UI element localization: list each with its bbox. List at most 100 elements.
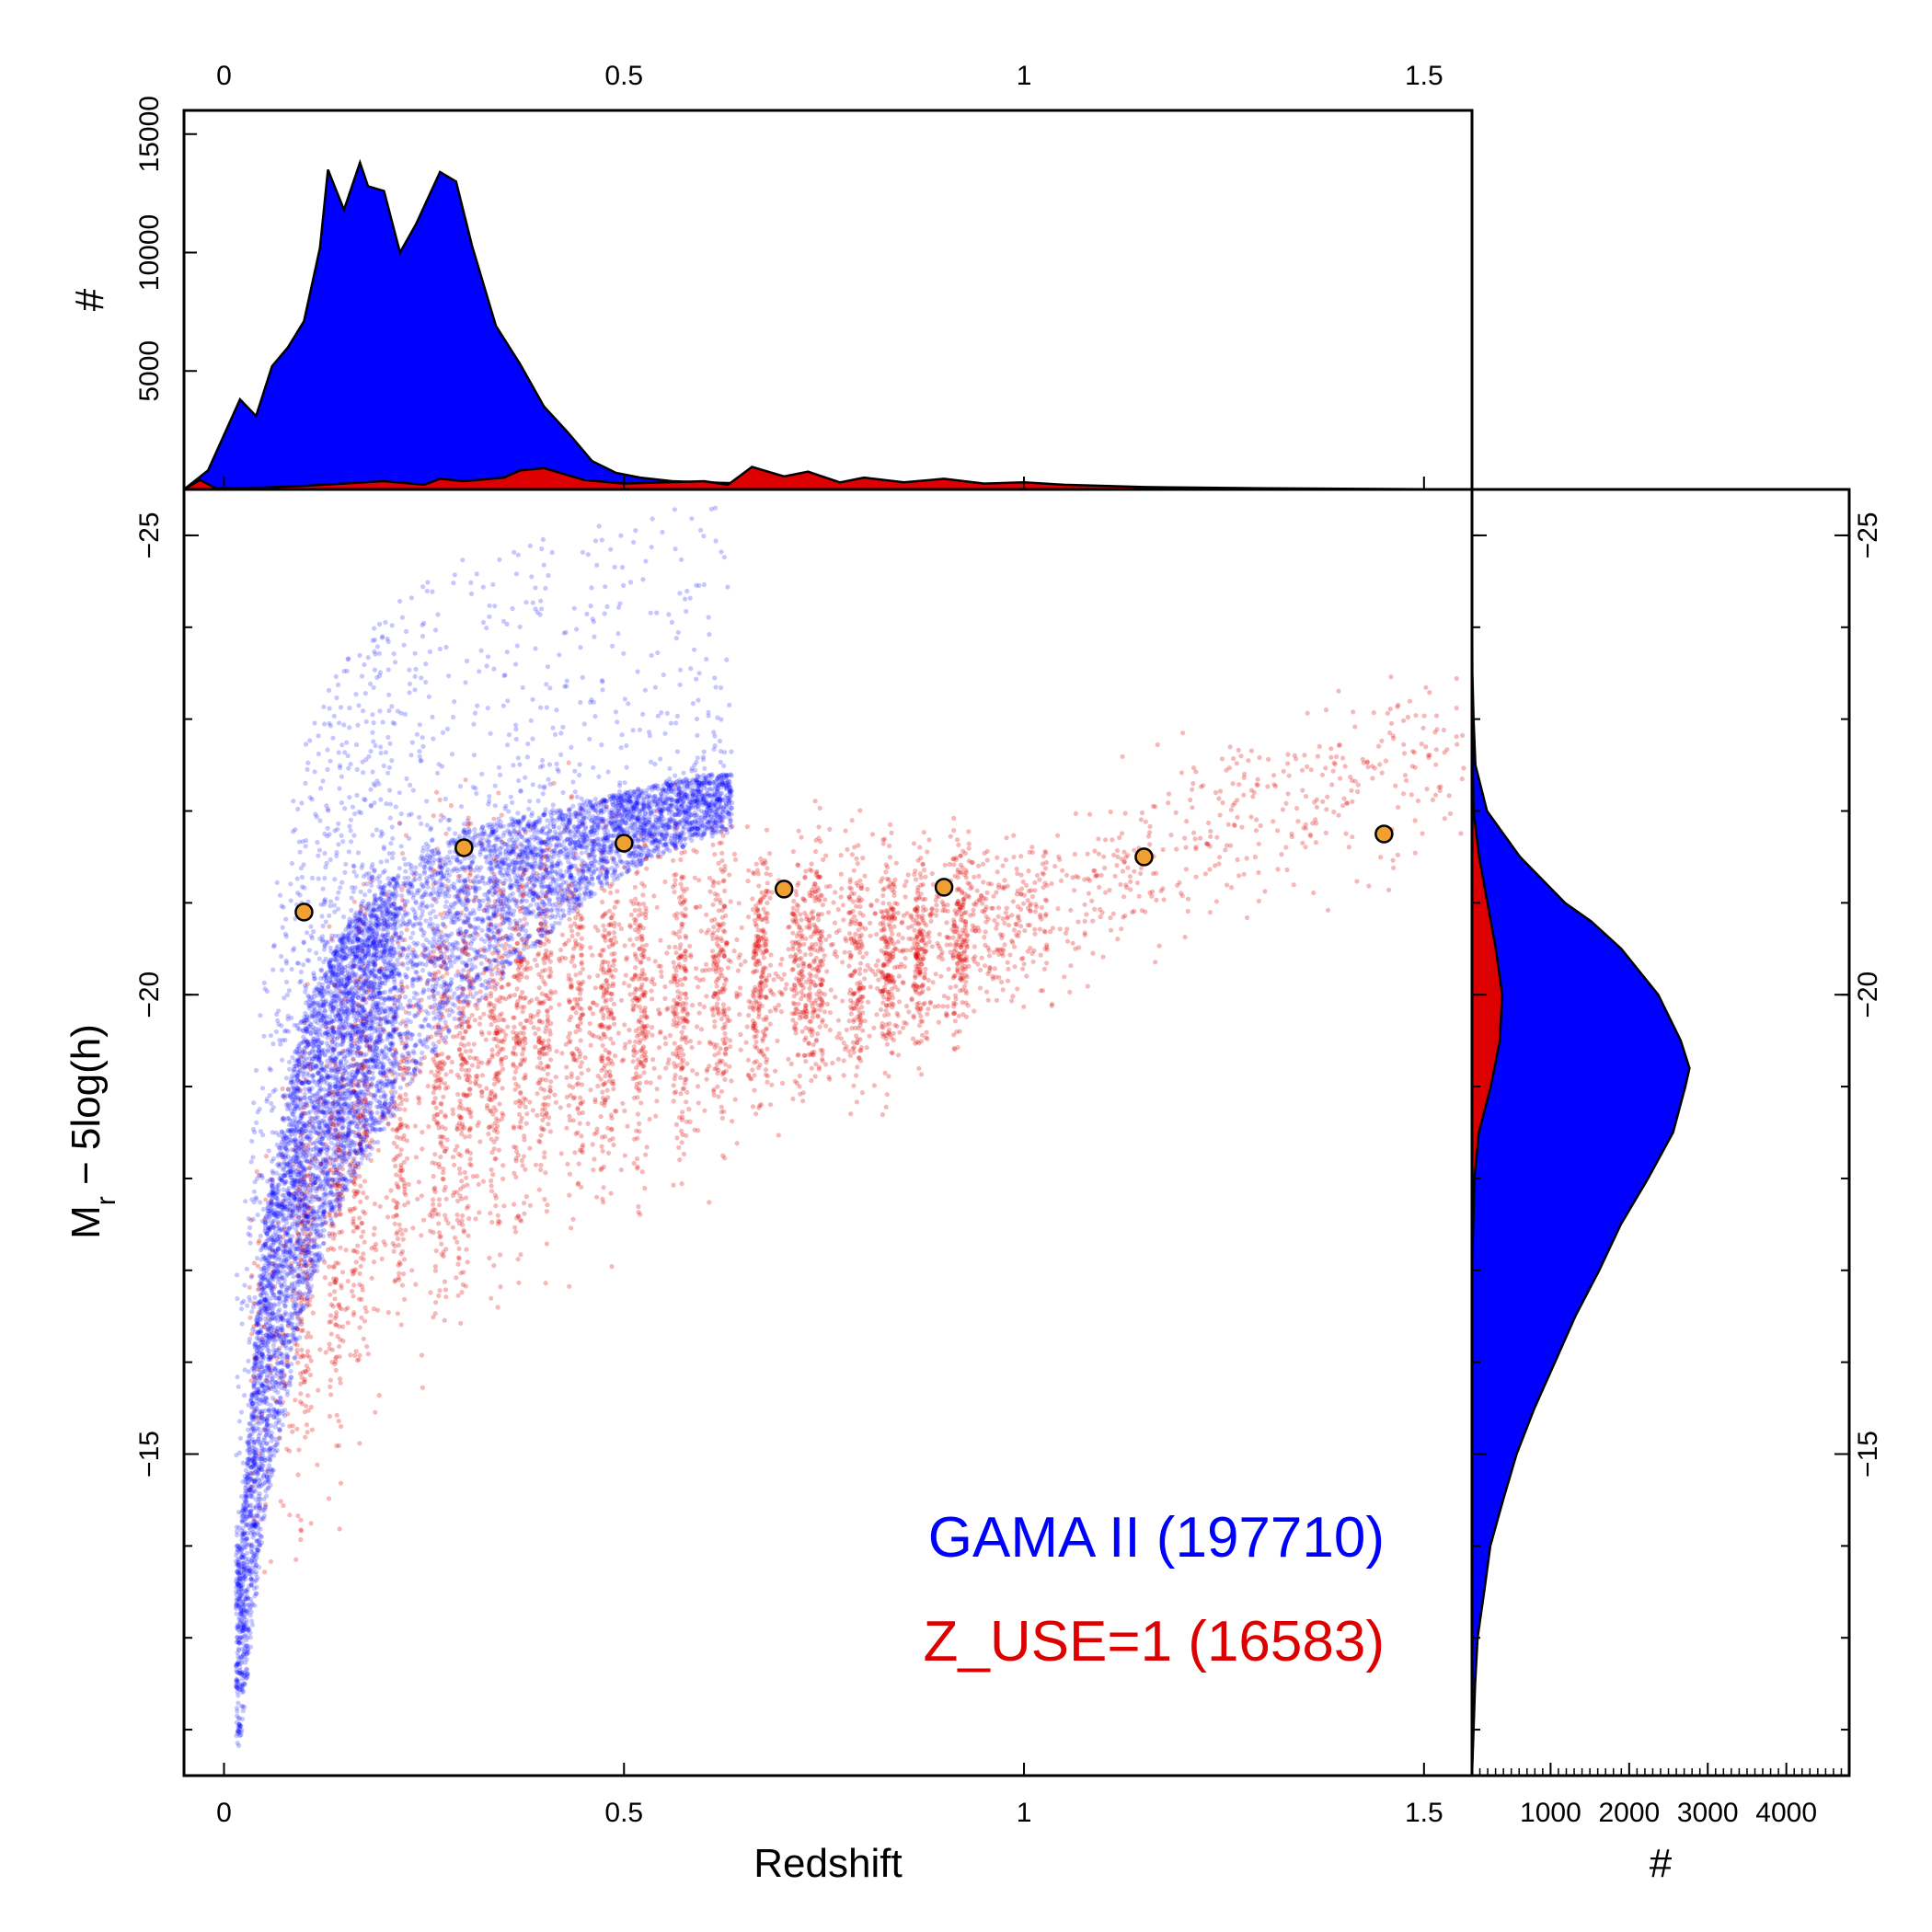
scatter-point (472, 1018, 477, 1023)
scatter-point (467, 1156, 473, 1162)
scatter-point (1134, 880, 1140, 886)
scatter-point (394, 1134, 399, 1140)
scatter-point (1454, 734, 1459, 740)
scatter-point (481, 1011, 487, 1017)
scatter-point (736, 901, 742, 906)
scatter-point (383, 1242, 388, 1248)
scatter-point (731, 851, 738, 857)
scatter-point (833, 890, 838, 895)
scatter-point (302, 1064, 307, 1069)
scatter-point (598, 952, 604, 959)
scatter-point (299, 1374, 305, 1380)
scatter-point (1235, 814, 1240, 821)
scatter-point (754, 945, 760, 951)
scatter-point (816, 988, 822, 995)
scatter-point (401, 1257, 408, 1262)
scatter-point (1060, 868, 1065, 873)
scatter-point (303, 1212, 308, 1217)
scatter-point (351, 1270, 357, 1275)
scatter-point (1007, 952, 1013, 958)
scatter-point (1099, 910, 1105, 915)
scatter-point (359, 927, 364, 934)
scatter-point (601, 1031, 606, 1037)
scatter-point (364, 1195, 370, 1201)
scatter-point (358, 1263, 363, 1269)
scatter-point (1158, 888, 1164, 894)
scatter-point (431, 1197, 436, 1202)
scatter-point (429, 1069, 434, 1075)
scatter-point (1020, 966, 1026, 972)
scatter-point (638, 1020, 644, 1026)
scatter-point (983, 989, 990, 995)
scatter-point (823, 853, 829, 858)
scatter-point (1330, 768, 1336, 774)
scatter-point (684, 886, 690, 891)
scatter-point (1461, 765, 1466, 771)
scatter-point (579, 1060, 585, 1065)
scatter-point (683, 991, 689, 996)
scatter-point (623, 1041, 628, 1047)
scatter-point (671, 1051, 676, 1056)
scatter-point (886, 1030, 892, 1036)
scatter-point (889, 907, 894, 913)
scatter-point (1153, 960, 1158, 965)
scatter-point (876, 977, 881, 983)
scatter-point (1256, 869, 1261, 876)
scatter-point (1108, 915, 1113, 921)
scatter-point (951, 815, 957, 822)
scatter-point (401, 1271, 407, 1277)
scatter-point (533, 1162, 539, 1167)
scatter-point (639, 937, 645, 943)
scatter-point (462, 1169, 467, 1175)
scatter-point (954, 902, 960, 907)
scatter-point (465, 1259, 470, 1265)
scatter-point (1109, 927, 1114, 933)
scatter-point (521, 1154, 527, 1159)
scatter-point (716, 860, 721, 867)
scatter-point (976, 873, 982, 880)
scatter-point (303, 1434, 308, 1440)
scatter-point (539, 1047, 545, 1052)
scatter-point (642, 1029, 648, 1034)
scatter-point (752, 1087, 757, 1093)
scatter-point (814, 868, 820, 875)
scatter-point (808, 951, 813, 957)
scatter-point (579, 946, 584, 951)
scatter-point (665, 1006, 671, 1011)
scatter-point (327, 1264, 332, 1270)
scatter-point (1323, 830, 1328, 836)
scatter-point (983, 919, 989, 925)
scatter-point (355, 1243, 361, 1248)
scatter-point (590, 1000, 596, 1006)
scatter-point (715, 1084, 720, 1089)
scatter-point (488, 1108, 493, 1113)
scatter-point (654, 1087, 660, 1092)
scatter-point (779, 1080, 786, 1086)
scatter-point (302, 1409, 307, 1415)
scatter-point (1003, 910, 1008, 915)
scatter-point (615, 889, 620, 894)
scatter-point (745, 879, 751, 884)
scatter-point (908, 914, 914, 920)
scatter-point (513, 1081, 519, 1087)
scatter-point (420, 1146, 425, 1152)
scatter-point (1016, 933, 1021, 939)
scatter-point (992, 966, 997, 972)
scatter-point (953, 996, 959, 1002)
scatter-point (755, 907, 761, 914)
scatter-point (375, 1147, 381, 1153)
scatter-point (847, 880, 853, 885)
scatter-point (1122, 811, 1128, 816)
scatter-point (761, 969, 766, 975)
scatter-point (1147, 842, 1153, 847)
scatter-point (373, 1409, 378, 1415)
scatter-point (681, 1057, 686, 1063)
scatter-point (913, 946, 918, 951)
scatter-point (1149, 889, 1156, 894)
scatter-point (879, 936, 884, 941)
scatter-point (918, 1039, 925, 1044)
scatter-point (546, 1121, 551, 1127)
scatter-point (579, 952, 584, 958)
scatter-point (833, 995, 838, 1000)
scatter-point (480, 1179, 487, 1184)
